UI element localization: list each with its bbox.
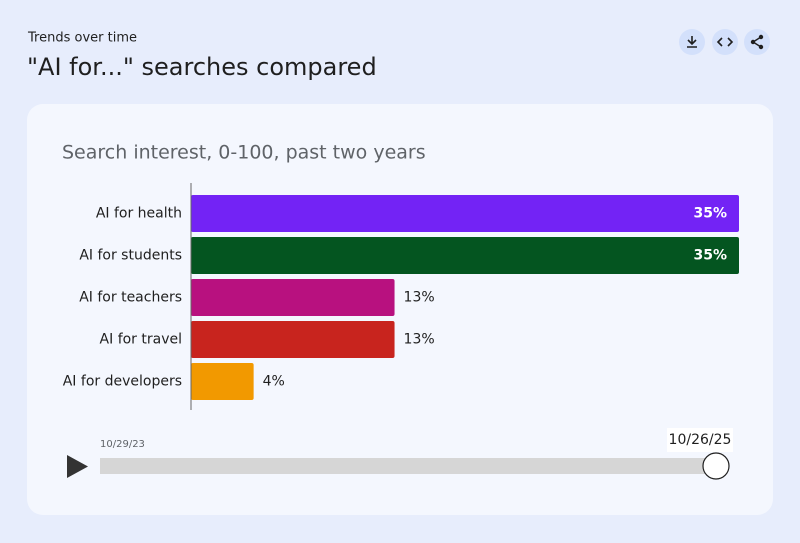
bar [191, 321, 395, 358]
chart-title: Search interest, 0-100, past two years [62, 142, 426, 164]
bar [191, 279, 395, 316]
title: "AI for..." searches compared [27, 53, 377, 81]
timeline-track[interactable] [100, 458, 718, 474]
timeline-end: 10/26/25 [669, 432, 732, 448]
category-label: AI for teachers [79, 290, 182, 306]
embed-button[interactable] [712, 29, 738, 55]
timeline-handle[interactable] [702, 452, 730, 480]
category-label: AI for health [96, 206, 182, 222]
value-label: 4% [263, 374, 285, 390]
value-label: 13% [404, 332, 435, 348]
card [27, 104, 773, 515]
download-button[interactable] [679, 29, 705, 55]
value-label: 35% [693, 206, 727, 222]
bar [191, 237, 739, 274]
share-button[interactable] [744, 29, 770, 55]
timeline-start: 10/29/23 [100, 439, 145, 450]
play-button[interactable] [67, 455, 88, 478]
category-label: AI for students [79, 248, 182, 264]
eyebrow: Trends over time [27, 31, 137, 46]
category-label: AI for travel [100, 332, 182, 348]
bars: AI for health 35% AI for students 35% AI for… [63, 195, 739, 400]
value-label: 35% [693, 248, 727, 264]
timeline-end-box [667, 428, 733, 452]
bar [191, 195, 739, 232]
value-label: 13% [404, 290, 435, 306]
bar [191, 363, 254, 400]
category-label: AI for developers [63, 374, 182, 390]
